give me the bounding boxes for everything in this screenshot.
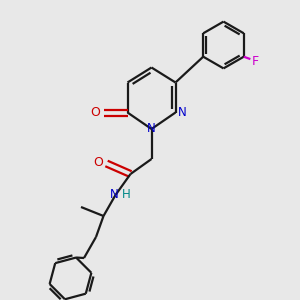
Text: O: O (90, 106, 100, 119)
Text: O: O (93, 155, 103, 169)
Text: N: N (110, 188, 118, 202)
Text: N: N (178, 106, 187, 119)
Text: F: F (252, 55, 259, 68)
Text: H: H (122, 188, 130, 202)
Text: N: N (147, 122, 156, 136)
